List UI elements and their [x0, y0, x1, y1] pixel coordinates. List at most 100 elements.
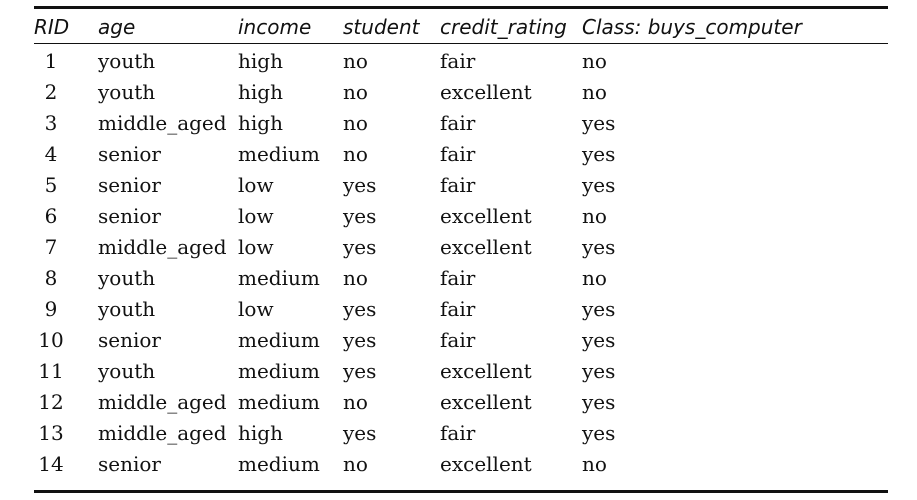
cell-income: medium: [238, 390, 320, 414]
cell-age: middle_aged: [98, 235, 227, 259]
table-row: 12 middle_aged medium no excellent yes: [34, 387, 888, 418]
cell-class: no: [582, 49, 607, 73]
table-header-rule: [34, 43, 888, 44]
cell-credit-rating: excellent: [440, 452, 532, 476]
cell-class: yes: [582, 390, 616, 414]
table-row: 5 senior low yes fair yes: [34, 170, 888, 201]
cell-student: yes: [343, 328, 377, 352]
table-row: 3 middle_aged high no fair yes: [34, 108, 888, 139]
header-income: income: [238, 15, 312, 39]
table-row: 14 senior medium no excellent no: [34, 449, 888, 480]
cell-income: medium: [238, 452, 320, 476]
table-top-rule: [34, 6, 888, 9]
cell-credit-rating: fair: [440, 173, 476, 197]
cell-age: middle_aged: [98, 390, 227, 414]
cell-student: no: [343, 49, 368, 73]
cell-age: senior: [98, 452, 161, 476]
cell-income: low: [238, 204, 274, 228]
cell-student: no: [343, 452, 368, 476]
cell-credit-rating: fair: [440, 421, 476, 445]
cell-income: high: [238, 49, 283, 73]
cell-age: youth: [98, 80, 156, 104]
cell-age: middle_aged: [98, 111, 227, 135]
cell-rid: 3: [44, 111, 58, 135]
cell-age: youth: [98, 266, 156, 290]
cell-student: no: [343, 142, 368, 166]
cell-credit-rating: excellent: [440, 80, 532, 104]
cell-income: low: [238, 173, 274, 197]
header-credit-rating: credit_rating: [440, 15, 567, 39]
cell-rid: 10: [38, 328, 64, 352]
cell-class: yes: [582, 359, 616, 383]
cell-class: yes: [582, 142, 616, 166]
table-row: 10 senior medium yes fair yes: [34, 325, 888, 356]
cell-credit-rating: fair: [440, 142, 476, 166]
cell-income: high: [238, 111, 283, 135]
cell-credit-rating: fair: [440, 49, 476, 73]
cell-income: medium: [238, 266, 320, 290]
cell-age: senior: [98, 173, 161, 197]
cell-rid: 12: [38, 390, 64, 414]
header-age: age: [98, 15, 136, 39]
table-row: 13 middle_aged high yes fair yes: [34, 418, 888, 449]
header-class: Class: buys_computer: [582, 15, 802, 39]
table-row: 1 youth high no fair no: [34, 46, 888, 77]
cell-class: yes: [582, 235, 616, 259]
cell-student: yes: [343, 297, 377, 321]
cell-income: medium: [238, 328, 320, 352]
cell-age: senior: [98, 142, 161, 166]
cell-credit-rating: excellent: [440, 235, 532, 259]
cell-student: no: [343, 111, 368, 135]
cell-credit-rating: excellent: [440, 204, 532, 228]
cell-age: youth: [98, 297, 156, 321]
cell-class: no: [582, 266, 607, 290]
cell-class: yes: [582, 297, 616, 321]
cell-rid: 7: [44, 235, 58, 259]
cell-class: no: [582, 452, 607, 476]
table-row: 7 middle_aged low yes excellent yes: [34, 232, 888, 263]
table-row: 2 youth high no excellent no: [34, 77, 888, 108]
cell-class: yes: [582, 328, 616, 352]
cell-income: low: [238, 297, 274, 321]
cell-rid: 9: [44, 297, 58, 321]
cell-age: senior: [98, 328, 161, 352]
cell-student: yes: [343, 204, 377, 228]
cell-credit-rating: fair: [440, 328, 476, 352]
cell-age: youth: [98, 359, 156, 383]
cell-age: senior: [98, 204, 161, 228]
cell-credit-rating: excellent: [440, 359, 532, 383]
cell-student: no: [343, 266, 368, 290]
cell-class: yes: [582, 173, 616, 197]
cell-class: yes: [582, 111, 616, 135]
cell-income: medium: [238, 359, 320, 383]
cell-student: yes: [343, 421, 377, 445]
cell-credit-rating: fair: [440, 266, 476, 290]
cell-student: no: [343, 390, 368, 414]
cell-class: no: [582, 204, 607, 228]
cell-student: no: [343, 80, 368, 104]
table-row: 9 youth low yes fair yes: [34, 294, 888, 325]
cell-rid: 1: [44, 49, 58, 73]
cell-credit-rating: fair: [440, 111, 476, 135]
cell-income: high: [238, 421, 283, 445]
cell-rid: 13: [38, 421, 64, 445]
cell-rid: 5: [44, 173, 58, 197]
cell-rid: 8: [44, 266, 58, 290]
cell-income: high: [238, 80, 283, 104]
cell-age: middle_aged: [98, 421, 227, 445]
cell-rid: 4: [44, 142, 58, 166]
cell-credit-rating: excellent: [440, 390, 532, 414]
cell-age: youth: [98, 49, 156, 73]
cell-rid: 14: [38, 452, 64, 476]
table-row: 4 senior medium no fair yes: [34, 139, 888, 170]
table-bottom-rule: [34, 490, 888, 493]
header-rid: RID: [34, 15, 70, 39]
table-row: 11 youth medium yes excellent yes: [34, 356, 888, 387]
table-row: 8 youth medium no fair no: [34, 263, 888, 294]
table-body: 1 youth high no fair no 2 youth high no excellent n…: [34, 44, 888, 480]
cell-rid: 6: [44, 204, 58, 228]
cell-rid: 2: [44, 80, 58, 104]
cell-class: no: [582, 80, 607, 104]
table-row: 6 senior low yes excellent no: [34, 201, 888, 232]
table-header-row: RID age income student credit_rating Cla…: [34, 9, 888, 43]
